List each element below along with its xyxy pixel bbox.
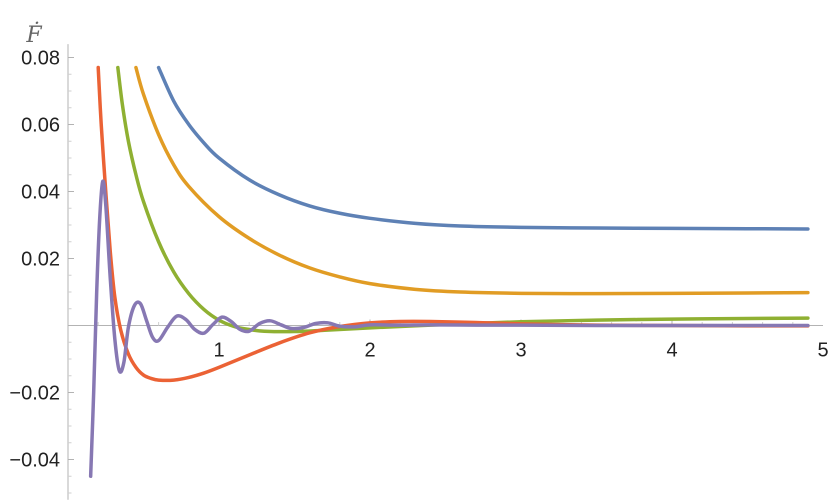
x-tick-label: 2: [364, 340, 375, 362]
series-layer: [88, 65, 810, 478]
x-tick-label: 4: [666, 340, 677, 362]
x-tick-label: 1: [213, 340, 224, 362]
x-tick-label: 3: [515, 340, 526, 362]
y-tick-label: 0.02: [21, 249, 60, 271]
series-line-1: [156, 65, 810, 231]
y-tick-label: −0.02: [9, 383, 60, 405]
y-tick-label: 0.08: [21, 48, 60, 70]
y-tick-label: 0.04: [21, 182, 60, 204]
series-line-5: [88, 179, 810, 478]
series-line-2: [134, 65, 810, 296]
y-axis-label: Ḟ: [25, 21, 42, 48]
y-tick-label: −0.04: [9, 450, 60, 472]
series-line-3: [116, 65, 810, 334]
y-tick-label: 0.06: [21, 115, 60, 137]
x-tick-label: 5: [817, 340, 828, 362]
